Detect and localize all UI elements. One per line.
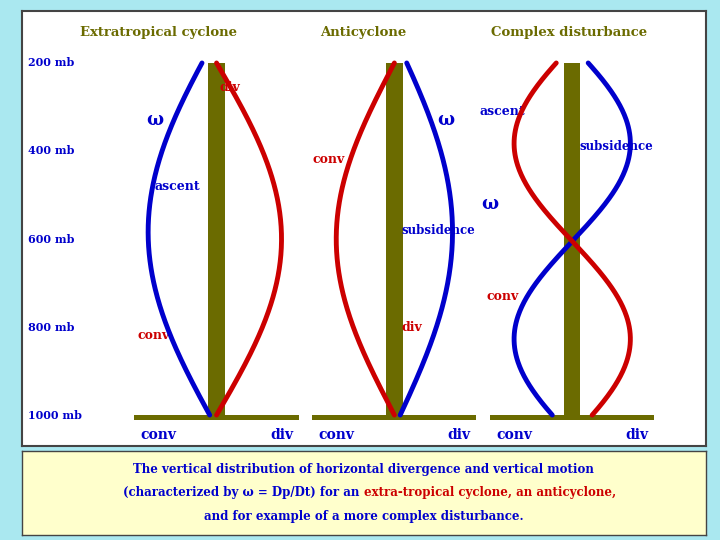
Text: (characterized by ω = Dp/Dt) for an: (characterized by ω = Dp/Dt) for an: [123, 486, 364, 500]
Text: ω: ω: [482, 195, 499, 213]
Text: 1000 mb: 1000 mb: [29, 409, 82, 421]
Text: conv: conv: [140, 428, 176, 442]
Text: conv: conv: [318, 428, 354, 442]
Text: div: div: [220, 80, 240, 93]
Text: ω: ω: [146, 111, 163, 129]
Bar: [208, 63, 225, 415]
Text: The vertical distribution of horizontal divergence and vertical motion: The vertical distribution of horizontal …: [133, 463, 594, 476]
Text: div: div: [401, 321, 422, 334]
Bar: [386, 63, 402, 415]
Bar: [312, 415, 477, 420]
Text: conv: conv: [487, 290, 519, 303]
Bar: [564, 63, 580, 415]
Text: Complex disturbance: Complex disturbance: [491, 26, 647, 39]
Text: Extratropical cyclone: Extratropical cyclone: [80, 26, 237, 39]
Text: ascent: ascent: [155, 180, 201, 193]
Text: and for example of a more complex disturbance.: and for example of a more complex distur…: [204, 510, 523, 523]
Text: extra-tropical cyclone, an anticyclone,: extra-tropical cyclone, an anticyclone,: [364, 486, 616, 500]
Text: conv: conv: [138, 329, 170, 342]
Text: ascent: ascent: [480, 105, 526, 118]
Text: subsidence: subsidence: [579, 140, 653, 153]
Text: div: div: [448, 428, 471, 442]
Text: 800 mb: 800 mb: [29, 321, 75, 333]
Text: Anticyclone: Anticyclone: [320, 26, 407, 39]
Text: div: div: [626, 428, 649, 442]
Text: 200 mb: 200 mb: [29, 57, 75, 69]
Text: 600 mb: 600 mb: [29, 233, 75, 245]
Text: div: div: [270, 428, 293, 442]
Text: conv: conv: [496, 428, 532, 442]
Bar: [135, 415, 299, 420]
Text: ω: ω: [437, 111, 454, 129]
Text: subsidence: subsidence: [401, 224, 475, 237]
Bar: [490, 415, 654, 420]
Text: conv: conv: [312, 153, 345, 166]
Text: 400 mb: 400 mb: [29, 145, 75, 157]
